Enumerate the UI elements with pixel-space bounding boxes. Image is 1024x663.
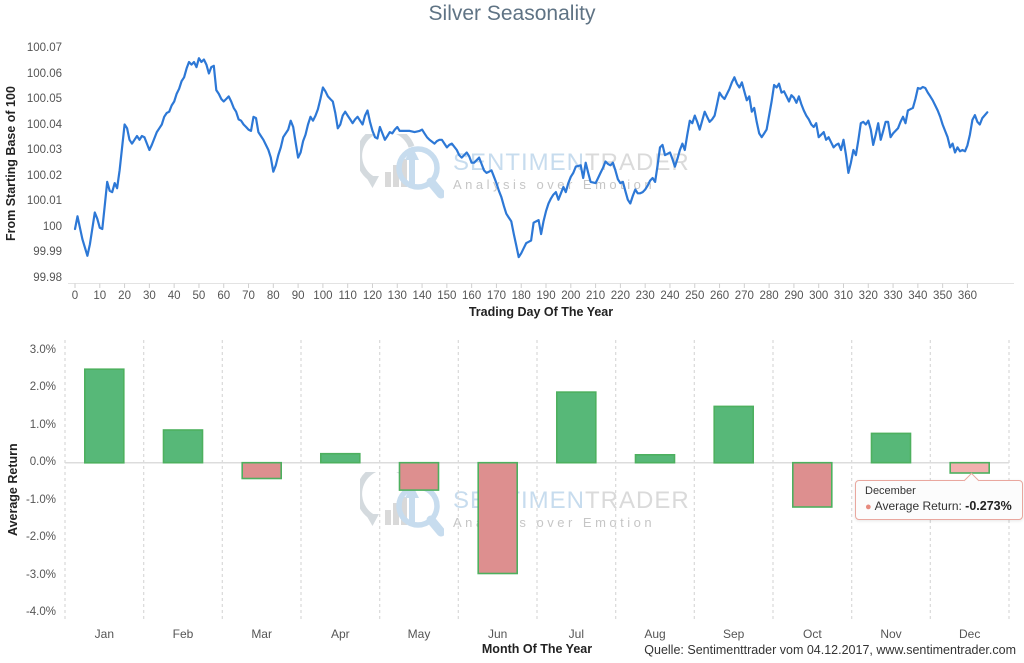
sentimentrader-logo-icon	[360, 134, 444, 199]
month-label: Apr	[330, 627, 350, 641]
seasonality-line-chart[interactable]	[0, 36, 1024, 292]
bar-apr[interactable]	[319, 452, 361, 464]
month-label: Jun	[487, 627, 508, 641]
month-label: Oct	[802, 627, 822, 641]
month-label: Feb	[172, 627, 194, 641]
page-title: Silver Seasonality	[428, 2, 596, 25]
bar-chart-x-axis-title: Month Of The Year	[481, 642, 593, 656]
line-chart-x-axis-title: Trading Day Of The Year	[468, 305, 614, 319]
month-label: Nov	[880, 627, 902, 641]
tooltip-series-label: Average Return:	[874, 499, 962, 513]
bar-oct[interactable]	[791, 461, 833, 508]
sentimentrader-logo-icon	[360, 472, 444, 537]
month-label: Dec	[958, 627, 981, 641]
month-label: Jul	[568, 627, 584, 641]
tooltip-december: December ● Average Return: -0.273%	[855, 472, 1023, 520]
bar-jul[interactable]	[555, 391, 597, 464]
watermark-brand-blue: SENTIMEN	[453, 487, 586, 514]
tooltip-title: December	[865, 485, 916, 497]
bar-may[interactable]	[398, 461, 440, 491]
tooltip-value: -0.273%	[965, 499, 1012, 513]
month-label: Jan	[94, 627, 114, 641]
month-label: Aug	[644, 627, 666, 641]
bar-dec[interactable]	[949, 461, 991, 474]
tooltip-series-line: ● Average Return: -0.273%	[865, 499, 1012, 513]
source-note: Quelle: Sentimenttrader vom 04.12.2017, …	[644, 643, 1016, 657]
monthly-return-bar-chart[interactable]	[0, 336, 1024, 622]
month-label: Mar	[251, 627, 272, 641]
bar-jun[interactable]	[477, 461, 519, 575]
tooltip-series-bullet-icon: ●	[865, 501, 872, 513]
bar-mar[interactable]	[241, 461, 282, 480]
watermark-brand-gray: TRADER	[585, 487, 690, 514]
bar-feb[interactable]	[162, 429, 204, 464]
watermark-tagline: Analysis over Emotion	[453, 177, 656, 192]
bar-nov[interactable]	[870, 432, 912, 464]
bar-aug[interactable]	[634, 453, 676, 464]
month-label: May	[407, 627, 431, 641]
month-label: Sep	[722, 627, 745, 641]
bar-jan[interactable]	[84, 368, 125, 464]
seasonality-line-series[interactable]	[73, 57, 989, 259]
bar-sep[interactable]	[713, 405, 755, 464]
